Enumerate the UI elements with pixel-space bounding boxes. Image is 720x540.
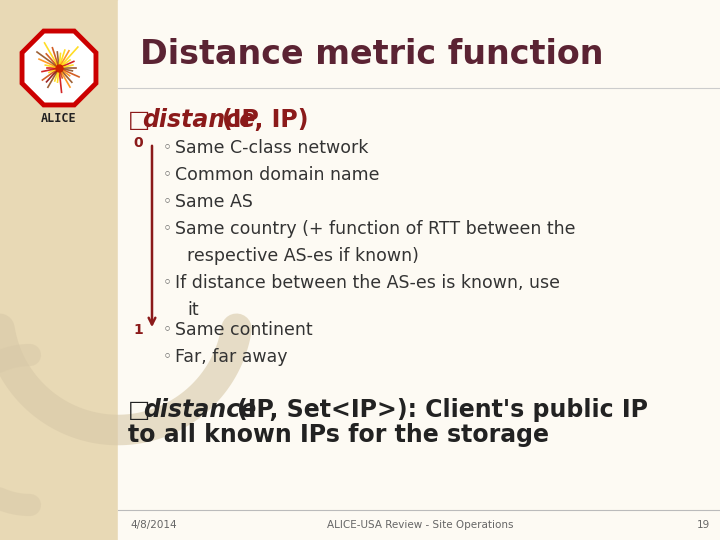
Text: Same AS: Same AS <box>175 193 253 211</box>
Text: Common domain name: Common domain name <box>175 166 379 184</box>
Text: ◦: ◦ <box>163 194 172 210</box>
Text: 19: 19 <box>697 520 710 530</box>
Text: 1: 1 <box>133 323 143 337</box>
Text: distance: distance <box>142 108 256 132</box>
Text: ALICE: ALICE <box>41 111 77 125</box>
Text: Same continent: Same continent <box>175 321 312 339</box>
Text: □: □ <box>128 398 150 422</box>
Text: Far, far away: Far, far away <box>175 348 287 366</box>
Text: If distance between the AS-es is known, use: If distance between the AS-es is known, … <box>175 274 560 292</box>
Text: (IP, IP): (IP, IP) <box>222 108 308 132</box>
Polygon shape <box>22 31 96 105</box>
Text: ◦: ◦ <box>163 221 172 237</box>
Text: ◦: ◦ <box>163 322 172 338</box>
Text: ◦: ◦ <box>163 140 172 156</box>
Text: 4/8/2014: 4/8/2014 <box>130 520 176 530</box>
Text: Same country (+ function of RTT between the: Same country (+ function of RTT between … <box>175 220 575 238</box>
Text: it: it <box>187 301 199 319</box>
Text: ALICE-USA Review - Site Operations: ALICE-USA Review - Site Operations <box>327 520 513 530</box>
Text: 0: 0 <box>133 136 143 150</box>
Text: □: □ <box>128 108 150 132</box>
Text: to all known IPs for the storage: to all known IPs for the storage <box>128 423 549 447</box>
Text: ◦: ◦ <box>163 349 172 364</box>
Text: ◦: ◦ <box>163 167 172 183</box>
Text: distance: distance <box>143 398 256 422</box>
Text: Distance metric function: Distance metric function <box>140 38 603 71</box>
Bar <box>0 0 118 540</box>
Bar <box>118 0 720 540</box>
Text: respective AS-es if known): respective AS-es if known) <box>187 247 419 265</box>
Text: (IP, Set<IP>): Client's public IP: (IP, Set<IP>): Client's public IP <box>237 398 648 422</box>
Text: ◦: ◦ <box>163 275 172 291</box>
Text: Same C-class network: Same C-class network <box>175 139 369 157</box>
